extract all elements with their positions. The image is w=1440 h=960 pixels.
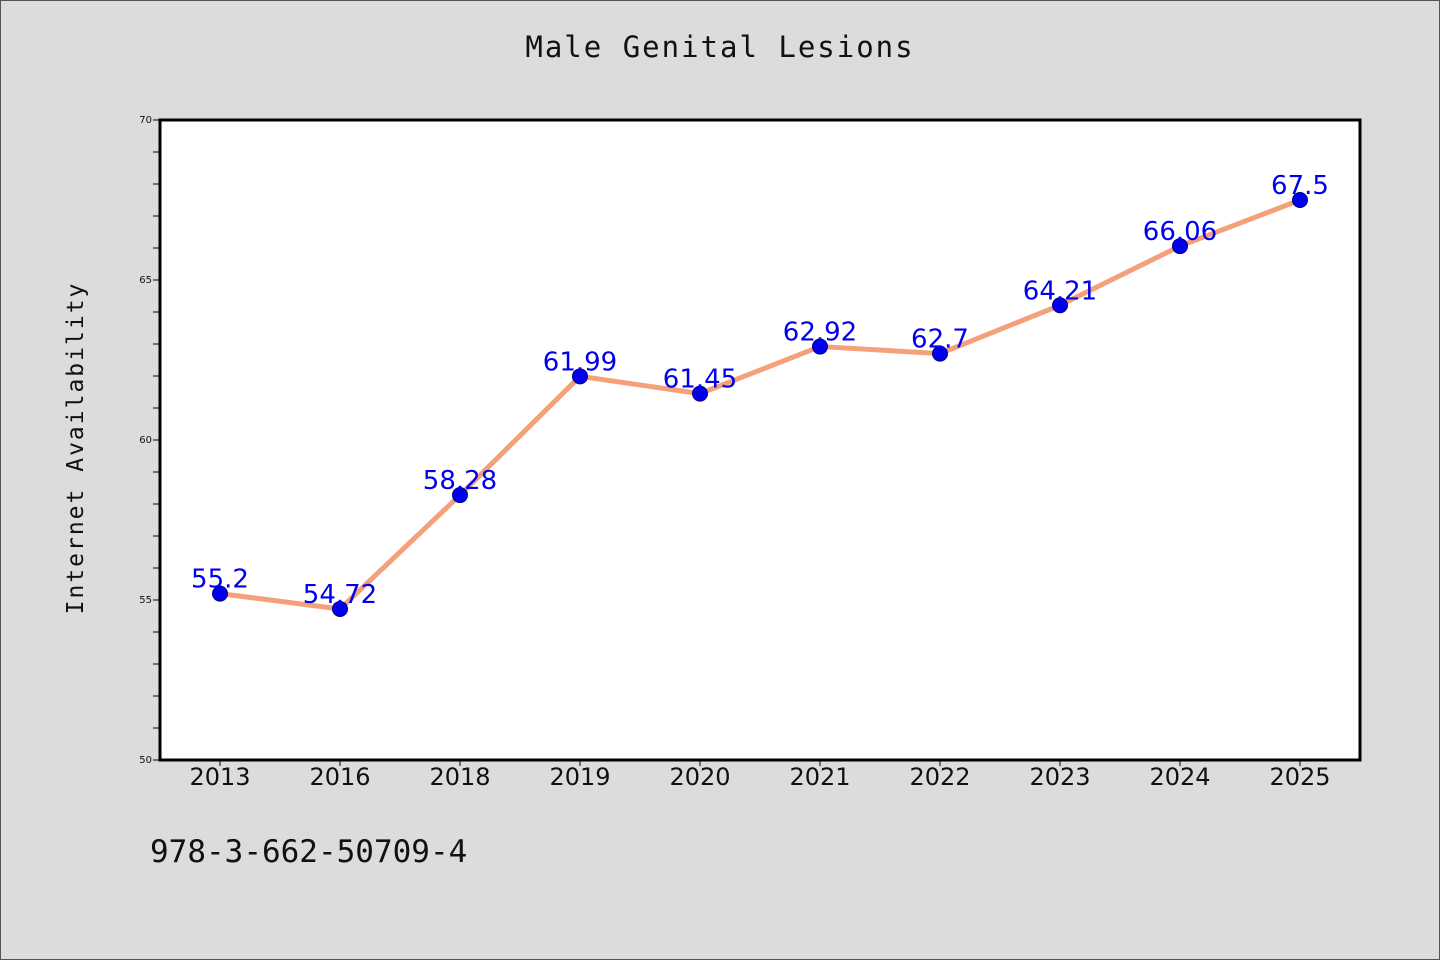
x-tick-label: 2022 <box>909 763 970 791</box>
data-point-marker <box>692 385 708 402</box>
data-label: 61.99 <box>543 347 617 377</box>
x-tick-label: 2020 <box>669 763 730 791</box>
data-label-layer: 55.2 54.72 58.28 61.99 61.45 62.92 62.7 64.21 66… <box>191 171 1329 610</box>
plot-area <box>158 118 1362 762</box>
y-axis: 50 55 60 65 70 <box>139 115 160 766</box>
data-label: 66.06 <box>1143 217 1217 247</box>
marker-layer <box>212 192 1308 617</box>
data-point-marker <box>572 368 588 385</box>
y-tick-label: 60 <box>139 435 152 446</box>
data-point-marker <box>1292 192 1308 208</box>
x-tick-label: 2018 <box>429 763 490 791</box>
data-label: 61.45 <box>663 365 737 395</box>
y-tick-label: 55 <box>139 595 152 606</box>
x-tick-label: 2016 <box>309 763 370 791</box>
data-label: 64.21 <box>1023 276 1097 306</box>
data-label: 58.28 <box>423 466 497 496</box>
x-tick-label: 2021 <box>789 763 850 791</box>
data-point-marker <box>1052 297 1068 314</box>
data-label: 62.7 <box>911 325 969 355</box>
data-label: 55.2 <box>191 565 249 595</box>
series-line <box>217 197 1303 612</box>
data-point-marker <box>1172 238 1188 255</box>
data-label: 54.72 <box>303 580 377 610</box>
chart-title: Male Genital Lesions <box>525 30 915 64</box>
x-tick-label: 2024 <box>1149 763 1210 791</box>
data-point-marker <box>932 345 948 362</box>
data-label: 62.92 <box>783 318 857 348</box>
series-layer <box>217 197 1303 612</box>
x-tick-label: 2025 <box>1269 763 1330 791</box>
x-tick-label: 2013 <box>189 763 250 791</box>
y-tick-label: 70 <box>139 115 152 126</box>
x-tick-label: 2019 <box>549 763 610 791</box>
y-tick-label: 65 <box>139 275 152 286</box>
footer-isbn-text: 978-3-662-50709-4 <box>150 834 468 870</box>
data-label: 67.5 <box>1271 171 1329 201</box>
data-point-marker <box>812 338 828 355</box>
data-point-marker <box>332 600 348 617</box>
data-point-marker <box>212 585 228 602</box>
y-tick-label: 50 <box>139 755 152 766</box>
x-tick-label: 2023 <box>1029 763 1090 791</box>
x-axis: 2013 2016 2018 2019 2020 2021 2022 2023 2024 2025 <box>189 760 1331 791</box>
data-point-marker <box>452 487 468 504</box>
